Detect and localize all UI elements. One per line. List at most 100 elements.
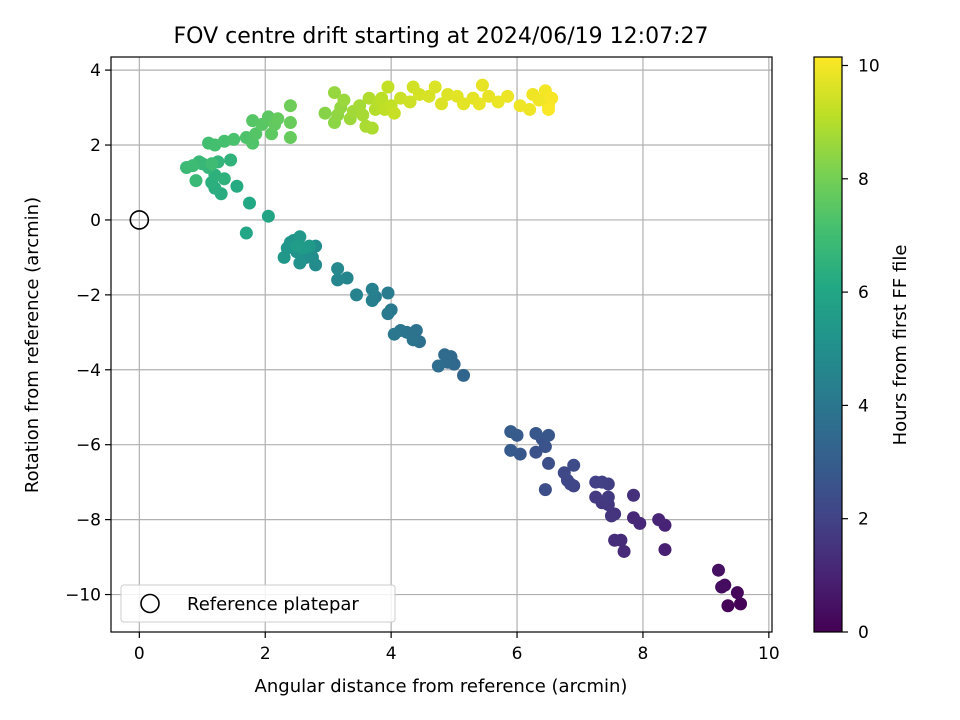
data-point <box>290 239 304 253</box>
data-point <box>658 543 672 557</box>
data-point <box>504 443 518 457</box>
data-point <box>542 428 556 442</box>
data-point <box>387 327 401 341</box>
data-point <box>331 262 345 276</box>
legend-marker <box>140 593 160 614</box>
x-tick-label: 6 <box>512 644 523 664</box>
x-tick-label: 2 <box>260 644 271 664</box>
colorbar-frame <box>813 56 843 633</box>
data-point <box>715 580 729 594</box>
colorbar-tick-label: 0 <box>858 623 869 643</box>
data-point <box>331 273 345 287</box>
data-point <box>381 307 395 321</box>
y-tick-label: 2 <box>90 136 101 156</box>
data-point <box>627 511 641 525</box>
data-point <box>730 586 744 600</box>
colorbar-tick-label: 8 <box>858 170 869 190</box>
plot-area <box>111 57 772 632</box>
legend: Reference platepar <box>120 584 396 623</box>
data-point <box>271 112 285 126</box>
colorbar-tick-label: 10 <box>858 56 880 76</box>
data-point <box>261 209 275 223</box>
x-tick-label: 8 <box>638 644 649 664</box>
data-point <box>734 597 748 611</box>
data-point <box>542 102 556 116</box>
colorbar-ticks: 0 2 4 6 8 10 <box>842 56 880 643</box>
data-point <box>438 348 452 362</box>
data-point <box>283 99 297 113</box>
data-point <box>457 97 471 111</box>
data-point <box>545 91 559 105</box>
data-point <box>608 533 622 547</box>
data-point <box>224 153 238 167</box>
data-point <box>475 78 489 92</box>
plot-frame <box>110 56 773 633</box>
data-point <box>589 475 603 489</box>
data-point <box>217 172 231 186</box>
data-point <box>387 106 401 120</box>
data-point <box>617 544 631 558</box>
data-point <box>472 97 486 111</box>
data-point <box>242 196 256 210</box>
data-point <box>283 116 297 130</box>
x-tick-label: 10 <box>758 644 780 664</box>
data-point <box>230 179 244 193</box>
data-point <box>538 483 552 497</box>
x-tick-label: 4 <box>386 644 397 664</box>
data-point <box>428 80 442 94</box>
data-point <box>249 127 263 141</box>
data-point <box>523 102 537 116</box>
data-point <box>627 488 641 502</box>
x-axis-label: Angular distance from reference (arcmin) <box>255 676 628 697</box>
data-point <box>227 132 241 146</box>
data-point <box>557 466 571 480</box>
y-tick-label: −4 <box>76 361 101 381</box>
scatter-points <box>180 78 748 613</box>
y-axis-label: Rotation from reference (arcmin) <box>22 197 43 493</box>
y-tick-label: −6 <box>76 436 101 456</box>
data-point <box>283 131 297 145</box>
x-axis-ticks: 0 2 4 6 8 10 <box>134 632 780 664</box>
data-point <box>711 563 725 577</box>
data-point <box>431 359 445 373</box>
data-point <box>381 286 395 300</box>
data-point <box>567 458 581 472</box>
data-point <box>501 89 515 103</box>
data-point <box>365 282 379 296</box>
data-point <box>327 86 341 100</box>
data-point <box>239 226 253 240</box>
data-point <box>293 256 307 270</box>
y-tick-label: −10 <box>65 586 101 606</box>
colorbar-tick-label: 4 <box>858 396 869 416</box>
data-point <box>589 490 603 504</box>
colorbar-label: Hours from first FF file <box>890 245 911 446</box>
data-point <box>604 509 618 523</box>
data-point <box>504 425 518 439</box>
colorbar: 0 2 4 6 8 10 Hours from first FF file <box>813 56 911 643</box>
data-point <box>189 174 203 188</box>
y-tick-label: −8 <box>76 511 101 531</box>
data-point <box>532 93 546 107</box>
data-point <box>422 89 436 103</box>
data-point <box>356 108 370 122</box>
y-axis-ticks: −10 −8 −6 −4 −2 0 2 4 <box>65 61 111 606</box>
data-point <box>457 368 471 382</box>
y-tick-label: −2 <box>76 286 101 306</box>
y-tick-label: 0 <box>90 211 101 231</box>
data-point <box>277 250 291 264</box>
data-point <box>337 93 351 107</box>
data-point <box>375 91 389 105</box>
data-point <box>482 89 496 103</box>
legend-label: Reference platepar <box>187 594 359 615</box>
reference-platepar-marker <box>129 210 150 230</box>
data-point <box>381 80 395 94</box>
data-point <box>529 426 543 440</box>
data-point <box>721 599 735 613</box>
y-tick-label: 4 <box>90 61 101 81</box>
colorbar-gradient <box>814 57 842 632</box>
data-point <box>362 91 376 105</box>
colorbar-tick-label: 2 <box>858 510 869 530</box>
data-point <box>652 513 666 527</box>
data-point <box>491 95 505 109</box>
